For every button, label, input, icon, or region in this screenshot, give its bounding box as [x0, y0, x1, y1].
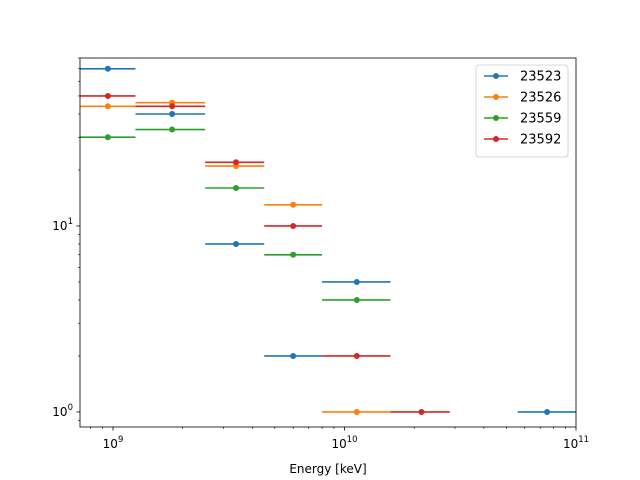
legend-box	[475, 64, 569, 158]
x-tick-label: 109	[103, 435, 124, 451]
series-23523	[80, 65, 576, 415]
data-point	[353, 296, 360, 303]
legend-label: 23526	[520, 91, 561, 106]
data-point	[233, 159, 240, 166]
y-ticks: 100 101	[52, 57, 80, 421]
data-point	[233, 240, 240, 247]
data-point	[353, 278, 360, 285]
legend-swatch-marker	[493, 136, 499, 142]
data-point	[169, 110, 176, 117]
legend-swatch-marker	[493, 115, 499, 121]
series-23592	[80, 92, 450, 415]
legend-item: 23526	[484, 91, 561, 106]
data-point	[104, 134, 111, 141]
data-point	[544, 408, 551, 415]
data-point	[290, 352, 297, 359]
legend: 23523 23526 23559 23592	[475, 64, 569, 158]
plot-area	[80, 65, 576, 415]
legend-item: 23592	[484, 133, 561, 148]
data-point	[290, 222, 297, 229]
legend-label: 23523	[520, 70, 561, 85]
y-tick-label: 100	[52, 403, 73, 419]
legend-item: 23523	[484, 70, 561, 85]
x-tick-label: 1011	[563, 435, 589, 451]
data-point	[104, 92, 111, 99]
series-23559	[80, 126, 391, 303]
data-point	[290, 251, 297, 258]
data-point	[169, 126, 176, 133]
x-tick-label: 1010	[331, 435, 357, 451]
axes-frame	[79, 57, 577, 428]
data-point	[104, 65, 111, 72]
data-point	[290, 201, 297, 208]
data-point	[353, 352, 360, 359]
data-point	[233, 184, 240, 191]
x-axis-label: Energy [keV]	[289, 462, 366, 476]
data-point	[353, 408, 360, 415]
legend-swatch-marker	[493, 94, 499, 100]
data-point	[169, 103, 176, 110]
legend-label: 23559	[520, 112, 561, 127]
y-tick-label: 101	[52, 217, 73, 233]
series-layer	[80, 65, 576, 415]
x-ticks: 109 1010 1011	[90, 427, 589, 451]
data-point	[418, 408, 425, 415]
legend-item: 23559	[484, 112, 561, 127]
data-point	[104, 103, 111, 110]
legend-swatch-marker	[493, 73, 499, 79]
legend-label: 23592	[520, 133, 561, 148]
